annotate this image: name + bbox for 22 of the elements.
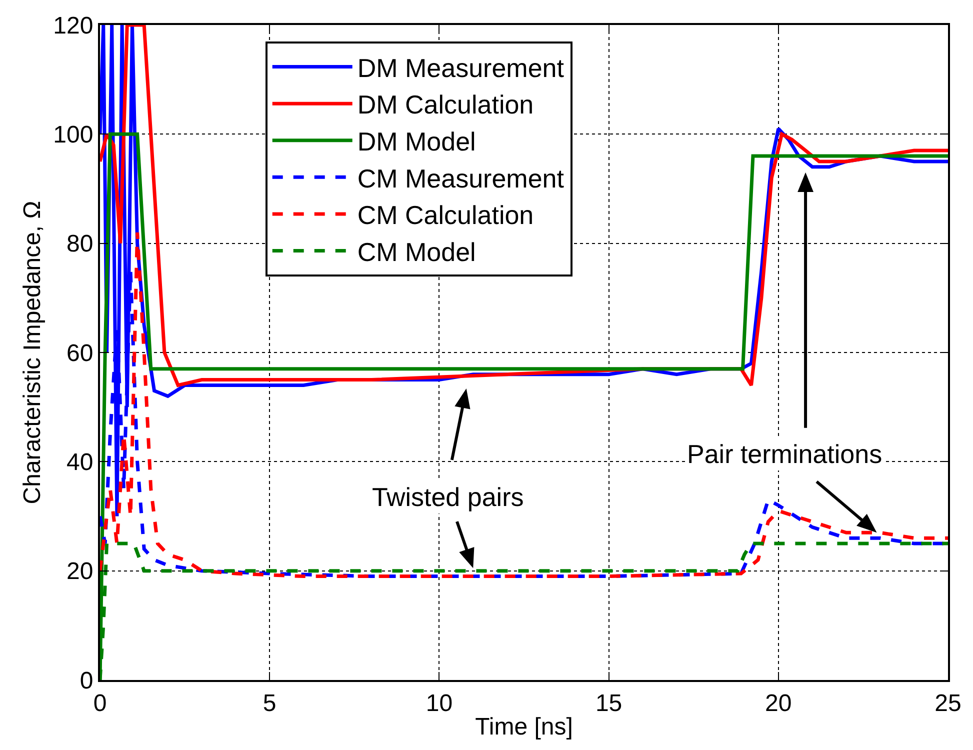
legend-label: CM Model <box>357 236 476 267</box>
legend-label: CM Calculation <box>357 200 534 230</box>
x-tick-label: 20 <box>765 690 792 717</box>
y-tick-label: 60 <box>66 340 94 367</box>
y-tick-label: 40 <box>66 449 94 476</box>
legend-label: DM Measurement <box>357 52 565 83</box>
y-tick-label: 80 <box>66 230 94 258</box>
y-tick-label: 20 <box>66 558 94 586</box>
y-tick-label: 100 <box>53 122 94 149</box>
y-tick-label: 0 <box>80 667 94 694</box>
legend-label: DM Calculation <box>357 90 534 120</box>
x-tick-label: 25 <box>934 690 962 717</box>
x-tick-label: 15 <box>595 690 622 717</box>
x-axis-title: Time [ns] <box>475 714 573 741</box>
y-axis-title: Characteristic Impedance, Ω <box>18 200 46 504</box>
x-tick-label: 5 <box>262 690 276 717</box>
annotation: Pair terminations <box>687 439 882 469</box>
x-tick-label: 10 <box>426 690 453 717</box>
annotation: Twisted pairs <box>372 482 524 512</box>
y-tick-label: 120 <box>53 12 94 40</box>
legend-label: DM Model <box>357 126 476 157</box>
legend-label: CM Measurement <box>357 163 565 194</box>
